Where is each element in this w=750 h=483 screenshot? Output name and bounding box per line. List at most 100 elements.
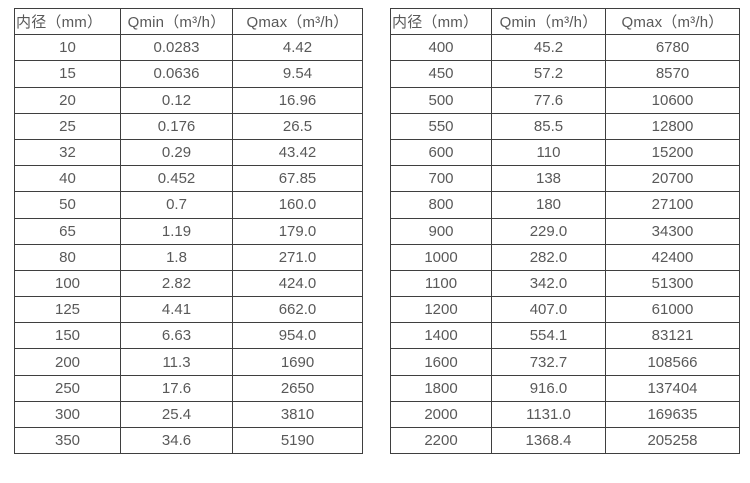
- table-row: 1000 282.0 42400: [390, 243, 740, 271]
- qmin-cell: 0.0283: [120, 34, 233, 62]
- qmax-cell: 26.5: [232, 112, 363, 140]
- qmax-cell: 6780: [605, 34, 740, 62]
- diameter-cell: 65: [14, 217, 121, 245]
- qmax-cell: 137404: [605, 374, 740, 402]
- qmax-cell: 20700: [605, 165, 740, 193]
- qmin-cell: 110: [491, 138, 606, 167]
- table-row: 350 34.6 5190: [14, 426, 363, 455]
- qmin-cell: 77.6: [491, 86, 606, 114]
- diameter-cell: 1100: [390, 269, 492, 298]
- table-row: 32 0.29 43.42: [14, 138, 363, 167]
- qmin-cell: 11.3: [120, 348, 233, 376]
- diameter-cell: 1000: [390, 243, 492, 271]
- diameter-cell: 15: [14, 60, 121, 88]
- qmax-cell: 27100: [605, 191, 740, 219]
- qmax-header: Qmax（m³/h）: [605, 7, 740, 36]
- qmin-cell: 554.1: [491, 322, 606, 350]
- flow-table-large-diameters: 内径（mm） Qmin（m³/h） Qmax（m³/h） 400 45.2 6780…: [390, 7, 740, 455]
- qmin-cell: 1.8: [120, 243, 233, 271]
- table-row: 150 6.63 954.0: [14, 322, 363, 350]
- qmin-header: Qmin（m³/h）: [120, 7, 233, 36]
- table-row: 50 0.7 160.0: [14, 191, 363, 219]
- flow-spec-tables: 内径（mm） Qmin（m³/h） Qmax（m³/h） 10 0.0283 4.4…: [14, 7, 740, 455]
- table-row: 10 0.0283 4.42: [14, 34, 363, 62]
- diameter-cell: 50: [14, 191, 121, 219]
- qmin-cell: 4.41: [120, 296, 233, 324]
- diameter-cell: 1600: [390, 348, 492, 376]
- qmax-cell: 12800: [605, 112, 740, 140]
- table-row: 80 1.8 271.0: [14, 243, 363, 271]
- table-row: 15 0.0636 9.54: [14, 60, 363, 88]
- qmax-cell: 169635: [605, 400, 740, 429]
- qmax-cell: 42400: [605, 243, 740, 271]
- qmax-cell: 424.0: [232, 269, 363, 298]
- diameter-cell: 1800: [390, 374, 492, 402]
- qmin-cell: 229.0: [491, 217, 606, 245]
- table-row: 2200 1368.4 205258: [390, 426, 740, 455]
- qmin-cell: 0.29: [120, 138, 233, 167]
- qmin-cell: 0.176: [120, 112, 233, 140]
- qmin-cell: 342.0: [491, 269, 606, 298]
- table-row: 1600 732.7 108566: [390, 348, 740, 376]
- diameter-cell: 2200: [390, 426, 492, 455]
- qmax-cell: 1690: [232, 348, 363, 376]
- qmax-cell: 954.0: [232, 322, 363, 350]
- table-row: 250 17.6 2650: [14, 374, 363, 402]
- diameter-cell: 250: [14, 374, 121, 402]
- qmin-cell: 732.7: [491, 348, 606, 376]
- diameter-cell: 500: [390, 86, 492, 114]
- table-header-row: 内径（mm） Qmin（m³/h） Qmax（m³/h）: [390, 7, 740, 36]
- table-row: 400 45.2 6780: [390, 34, 740, 62]
- table-row: 40 0.452 67.85: [14, 165, 363, 193]
- diameter-cell: 80: [14, 243, 121, 271]
- qmax-cell: 8570: [605, 60, 740, 88]
- table-row: 125 4.41 662.0: [14, 296, 363, 324]
- table-row: 600 110 15200: [390, 138, 740, 167]
- table-row: 800 180 27100: [390, 191, 740, 219]
- qmin-cell: 0.452: [120, 165, 233, 193]
- diameter-cell: 600: [390, 138, 492, 167]
- diameter-cell: 700: [390, 165, 492, 193]
- diameter-cell: 40: [14, 165, 121, 193]
- qmax-cell: 205258: [605, 426, 740, 455]
- diameter-cell: 400: [390, 34, 492, 62]
- qmax-cell: 108566: [605, 348, 740, 376]
- qmin-cell: 1.19: [120, 217, 233, 245]
- qmin-cell: 0.12: [120, 86, 233, 114]
- qmin-cell: 45.2: [491, 34, 606, 62]
- table-row: 300 25.4 3810: [14, 400, 363, 429]
- qmax-cell: 2650: [232, 374, 363, 402]
- qmin-cell: 2.82: [120, 269, 233, 298]
- qmin-cell: 916.0: [491, 374, 606, 402]
- qmax-cell: 5190: [232, 426, 363, 455]
- table-row: 20 0.12 16.96: [14, 86, 363, 114]
- table-row: 700 138 20700: [390, 165, 740, 193]
- qmin-cell: 17.6: [120, 374, 233, 402]
- diameter-cell: 300: [14, 400, 121, 429]
- qmax-cell: 83121: [605, 322, 740, 350]
- table-row: 450 57.2 8570: [390, 60, 740, 88]
- qmin-cell: 138: [491, 165, 606, 193]
- qmax-cell: 16.96: [232, 86, 363, 114]
- diameter-cell: 200: [14, 348, 121, 376]
- table-row: 2000 1131.0 169635: [390, 400, 740, 429]
- table-row: 1200 407.0 61000: [390, 296, 740, 324]
- table-header-row: 内径（mm） Qmin（m³/h） Qmax（m³/h）: [14, 7, 363, 36]
- qmax-cell: 160.0: [232, 191, 363, 219]
- qmax-cell: 51300: [605, 269, 740, 298]
- diameter-cell: 150: [14, 322, 121, 350]
- diameter-cell: 25: [14, 112, 121, 140]
- table-row: 550 85.5 12800: [390, 112, 740, 140]
- diameter-cell: 900: [390, 217, 492, 245]
- qmin-cell: 6.63: [120, 322, 233, 350]
- qmax-cell: 3810: [232, 400, 363, 429]
- diameter-cell: 125: [14, 296, 121, 324]
- diameter-cell: 450: [390, 60, 492, 88]
- diameter-header: 内径（mm）: [390, 7, 492, 36]
- diameter-cell: 32: [14, 138, 121, 167]
- qmin-cell: 0.0636: [120, 60, 233, 88]
- qmin-header: Qmin（m³/h）: [491, 7, 606, 36]
- table-row: 500 77.6 10600: [390, 86, 740, 114]
- table-row: 900 229.0 34300: [390, 217, 740, 245]
- qmin-cell: 1131.0: [491, 400, 606, 429]
